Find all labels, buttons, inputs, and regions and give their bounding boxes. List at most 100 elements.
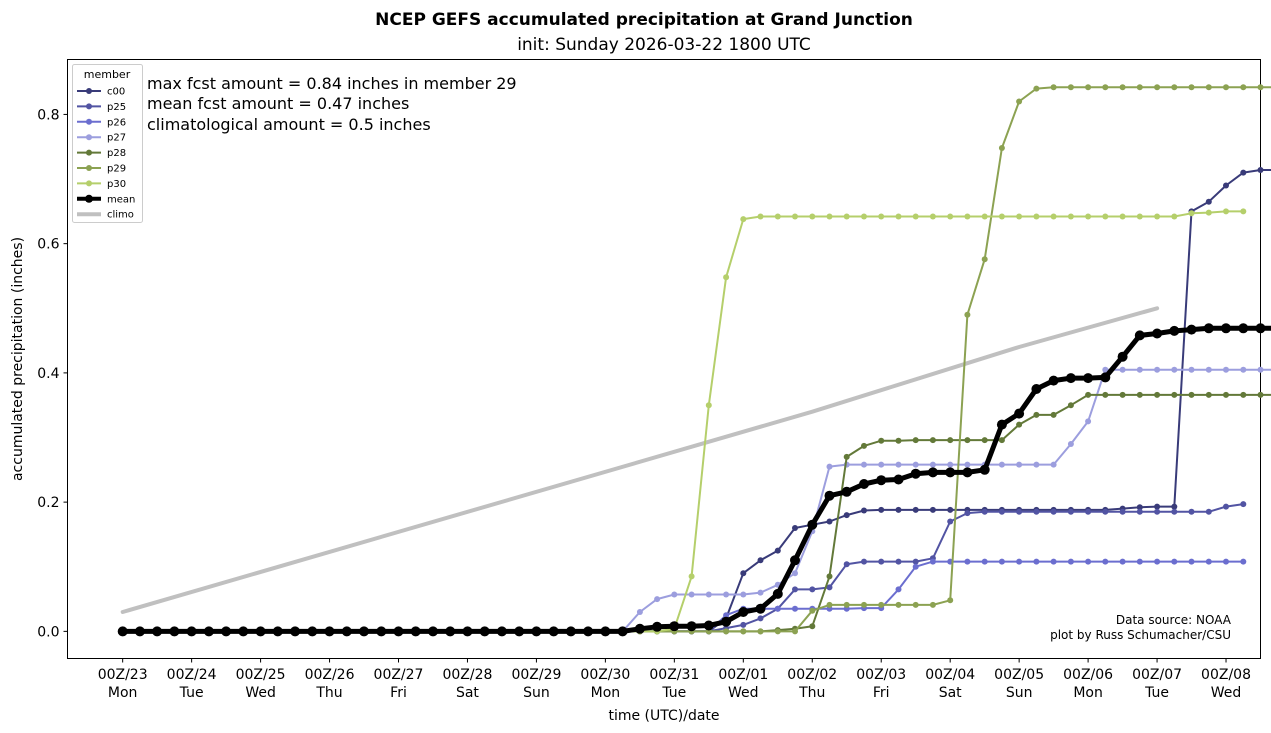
point-mean <box>342 626 352 636</box>
point-p25 <box>1016 509 1022 515</box>
x-tick-day: Wed <box>245 685 276 701</box>
point-p29 <box>878 602 884 608</box>
legend-marker <box>86 180 92 186</box>
point-p29 <box>775 628 781 634</box>
point-p25 <box>1137 509 1143 515</box>
point-p27 <box>1171 367 1177 373</box>
point-p28 <box>982 437 988 443</box>
point-c00 <box>775 548 781 554</box>
precipitation-chart: NCEP GEFS accumulated precipitation at G… <box>0 0 1271 733</box>
legend-marker <box>85 195 93 203</box>
point-p27 <box>930 462 936 468</box>
point-p30 <box>1137 214 1143 220</box>
point-mean <box>273 626 283 636</box>
point-p28 <box>947 437 953 443</box>
point-p27 <box>1258 367 1264 373</box>
point-p27 <box>1120 367 1126 373</box>
point-c00 <box>1206 199 1212 205</box>
point-mean <box>1066 373 1076 383</box>
point-p30 <box>1102 214 1108 220</box>
legend-marker <box>86 134 92 140</box>
point-mean <box>169 626 179 636</box>
point-p29 <box>1206 84 1212 90</box>
point-mean <box>376 626 386 636</box>
y-axis-label: accumulated precipitation (inches) <box>10 237 26 481</box>
point-mean <box>1169 326 1179 336</box>
point-mean <box>1118 352 1128 362</box>
point-p30 <box>792 214 798 220</box>
point-mean <box>1256 323 1266 333</box>
point-c00 <box>1240 170 1246 176</box>
legend-label: p27 <box>107 133 126 144</box>
point-p30 <box>740 216 746 222</box>
point-c00 <box>861 508 867 514</box>
point-p26 <box>896 586 902 592</box>
point-mean <box>652 622 662 632</box>
point-mean <box>1031 384 1041 394</box>
point-p27 <box>896 462 902 468</box>
point-mean <box>135 626 145 636</box>
x-tick-label: 00Z/30 <box>580 667 630 683</box>
point-c00 <box>740 570 746 576</box>
x-axis: 00Z/23Mon00Z/24Tue00Z/25Wed00Z/26Thu00Z/… <box>98 659 1251 702</box>
x-tick-label: 00Z/28 <box>442 667 492 683</box>
point-p26 <box>775 606 781 612</box>
point-p27 <box>689 592 695 598</box>
point-p28 <box>1189 392 1195 398</box>
point-p26 <box>1102 559 1108 565</box>
point-mean <box>1100 372 1110 382</box>
point-p27 <box>740 592 746 598</box>
legend-label: p26 <box>107 117 126 128</box>
point-mean <box>911 469 921 479</box>
x-tick-label: 00Z/24 <box>167 667 217 683</box>
point-p30 <box>964 214 970 220</box>
point-p25 <box>1068 509 1074 515</box>
y-tick-label: 0.2 <box>37 495 59 511</box>
point-p26 <box>1120 559 1126 565</box>
point-p30 <box>1171 214 1177 220</box>
point-p27 <box>947 462 953 468</box>
x-tick-label: 00Z/23 <box>98 667 148 683</box>
point-p30 <box>913 214 919 220</box>
point-p29 <box>964 312 970 318</box>
point-mean <box>204 626 214 636</box>
x-tick-label: 00Z/06 <box>1063 667 1113 683</box>
x-tick-day: Fri <box>873 685 890 701</box>
legend-label: mean <box>107 194 135 205</box>
point-p30 <box>896 214 902 220</box>
point-mean <box>290 626 300 636</box>
point-mean <box>1049 376 1059 386</box>
point-p26 <box>792 606 798 612</box>
point-p26 <box>1171 559 1177 565</box>
point-p30 <box>878 214 884 220</box>
point-p26 <box>1240 559 1246 565</box>
point-mean <box>256 626 266 636</box>
point-c00 <box>1171 504 1177 510</box>
point-mean <box>1221 323 1231 333</box>
point-p29 <box>913 602 919 608</box>
point-p26 <box>982 559 988 565</box>
point-mean <box>1204 323 1214 333</box>
annotation-mean: mean fcst amount = 0.47 inches <box>147 94 409 113</box>
point-p29 <box>1051 84 1057 90</box>
point-p25 <box>964 510 970 516</box>
point-p25 <box>1206 509 1212 515</box>
point-p30 <box>775 214 781 220</box>
point-c00 <box>1154 504 1160 510</box>
point-p27 <box>1033 462 1039 468</box>
point-p30 <box>1240 208 1246 214</box>
point-mean <box>359 626 369 636</box>
point-p26 <box>1154 559 1160 565</box>
legend-label: c00 <box>107 87 125 98</box>
point-p30 <box>1068 214 1074 220</box>
legend-marker <box>86 150 92 156</box>
point-p25 <box>844 561 850 567</box>
point-p27 <box>637 609 643 615</box>
point-mean <box>756 604 766 614</box>
point-p27 <box>1016 462 1022 468</box>
point-mean <box>1135 330 1145 340</box>
point-p25 <box>947 519 953 525</box>
legend-label: p29 <box>107 164 126 175</box>
point-mean <box>980 465 990 475</box>
point-p27 <box>1154 367 1160 373</box>
